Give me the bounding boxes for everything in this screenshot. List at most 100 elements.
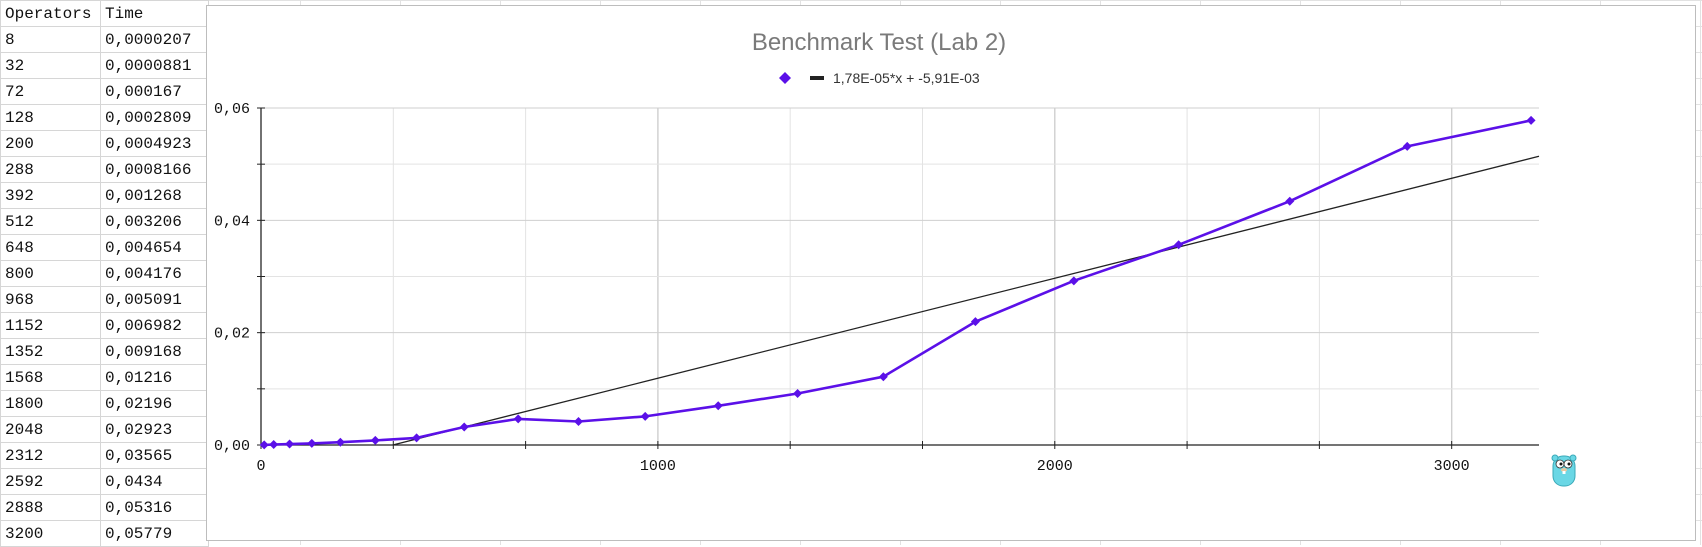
legend-trendline-swatch <box>810 76 824 80</box>
table-row: 392 0,001268 <box>0 182 209 209</box>
cell-operators[interactable]: 1352 <box>0 338 101 365</box>
table-row: 800 0,004176 <box>0 260 209 287</box>
cell-operators[interactable]: 2888 <box>0 494 101 521</box>
y-tick-label: 0,04 <box>214 213 250 230</box>
x-tick-label: 3000 <box>1434 458 1470 475</box>
table-row: 2592 0,0434 <box>0 468 209 495</box>
cell-operators[interactable]: 8 <box>0 26 101 53</box>
data-point[interactable] <box>412 433 422 443</box>
header-operators[interactable]: Operators <box>0 0 101 27</box>
cell-operators[interactable]: 968 <box>0 286 101 313</box>
y-tick-label: 0,00 <box>214 438 250 455</box>
cell-operators[interactable]: 1152 <box>0 312 101 339</box>
table-row: 3200 0,05779 <box>0 520 209 547</box>
cell-operators[interactable]: 2048 <box>0 416 101 443</box>
cell-time[interactable]: 0,004654 <box>100 234 209 261</box>
cell-operators[interactable]: 128 <box>0 104 101 131</box>
data-point[interactable] <box>793 389 803 399</box>
data-point[interactable] <box>459 422 469 432</box>
data-point[interactable] <box>970 317 980 327</box>
cell-time[interactable]: 0,001268 <box>100 182 209 209</box>
x-tick-label: 1000 <box>640 458 676 475</box>
cell-time[interactable]: 0,000167 <box>100 78 209 105</box>
legend-trendline-label: 1,78E-05*x + -5,91E-03 <box>833 70 980 86</box>
data-point[interactable] <box>1526 115 1536 125</box>
data-point[interactable] <box>574 417 584 427</box>
table-row: 512 0,003206 <box>0 208 209 235</box>
table-row: 288 0,0008166 <box>0 156 209 183</box>
cell-time[interactable]: 0,0000881 <box>100 52 209 79</box>
data-point[interactable] <box>285 439 295 449</box>
cell-operators[interactable]: 32 <box>0 52 101 79</box>
data-point[interactable] <box>269 440 279 450</box>
cell-operators[interactable]: 288 <box>0 156 101 183</box>
table-row: 648 0,004654 <box>0 234 209 261</box>
x-tick-label: 0 <box>256 458 265 475</box>
chart-frame[interactable]: 0 1000 2000 3000 0,00 0,02 0,04 0,06 Benchmark T… <box>206 5 1696 541</box>
data-point[interactable] <box>513 414 523 424</box>
data-point[interactable] <box>640 411 650 421</box>
data-point[interactable] <box>259 440 269 450</box>
cell-time[interactable]: 0,0008166 <box>100 156 209 183</box>
cell-operators[interactable]: 3200 <box>0 520 101 547</box>
header-time[interactable]: Time <box>100 0 209 27</box>
cell-time[interactable]: 0,004176 <box>100 260 209 287</box>
data-point[interactable] <box>1069 276 1079 286</box>
table-row: 2048 0,02923 <box>0 416 209 443</box>
trendline <box>392 155 1540 446</box>
data-point[interactable] <box>1174 240 1184 250</box>
cell-operators[interactable]: 2312 <box>0 442 101 469</box>
cell-time[interactable]: 0,0000207 <box>100 26 209 53</box>
table-row: 1152 0,006982 <box>0 312 209 339</box>
series-line <box>264 119 1532 447</box>
data-point[interactable] <box>370 435 380 445</box>
cell-time[interactable]: 0,03565 <box>100 442 209 469</box>
cell-operators[interactable]: 648 <box>0 234 101 261</box>
table-row: 1568 0,01216 <box>0 364 209 391</box>
table-row: 1352 0,009168 <box>0 338 209 365</box>
cell-operators[interactable]: 72 <box>0 78 101 105</box>
y-tick-label: 0,06 <box>214 101 250 118</box>
table-row: 2888 0,05316 <box>0 494 209 521</box>
table-row: 2312 0,03565 <box>0 442 209 469</box>
cell-operators[interactable]: 392 <box>0 182 101 209</box>
cell-time[interactable]: 0,006982 <box>100 312 209 339</box>
data-point[interactable] <box>1402 141 1412 151</box>
cell-operators[interactable]: 512 <box>0 208 101 235</box>
cell-operators[interactable]: 2592 <box>0 468 101 495</box>
table-row: 72 0,000167 <box>0 78 209 105</box>
cell-time[interactable]: 0,05779 <box>100 520 209 547</box>
data-point[interactable] <box>878 372 888 382</box>
cell-time[interactable]: 0,009168 <box>100 338 209 365</box>
data-point[interactable] <box>713 401 723 411</box>
benchmark-chart: 0 1000 2000 3000 0,00 0,02 0,04 0,06 Benchmark T… <box>214 29 1577 487</box>
cell-time[interactable]: 0,05316 <box>100 494 209 521</box>
cell-time[interactable]: 0,003206 <box>100 208 209 235</box>
cell-time[interactable]: 0,02196 <box>100 390 209 417</box>
table-row: 32 0,0000881 <box>0 52 209 79</box>
legend-series-marker <box>779 72 791 84</box>
cell-time[interactable]: 0,02923 <box>100 416 209 443</box>
data-table: Operators Time 8 0,0000207 32 0,0000881 72 0,… <box>0 0 209 547</box>
cell-time[interactable]: 0,01216 <box>100 364 209 391</box>
x-tick-label: 2000 <box>1037 458 1073 475</box>
cell-operators[interactable]: 800 <box>0 260 101 287</box>
cell-operators[interactable]: 1800 <box>0 390 101 417</box>
data-point[interactable] <box>1285 196 1295 206</box>
table-header-row: Operators Time <box>0 0 209 27</box>
data-point[interactable] <box>335 437 345 447</box>
cell-time[interactable]: 0,0002809 <box>100 104 209 131</box>
cell-operators[interactable]: 200 <box>0 130 101 157</box>
table-row: 200 0,0004923 <box>0 130 209 157</box>
y-tick-label: 0,02 <box>214 326 250 343</box>
table-row: 8 0,0000207 <box>0 26 209 53</box>
cell-time[interactable]: 0,005091 <box>100 286 209 313</box>
chart-title: Benchmark Test (Lab 2) <box>752 29 1006 56</box>
table-row: 968 0,005091 <box>0 286 209 313</box>
cell-operators[interactable]: 1568 <box>0 364 101 391</box>
table-row: 1800 0,02196 <box>0 390 209 417</box>
cell-time[interactable]: 0,0434 <box>100 468 209 495</box>
cell-time[interactable]: 0,0004923 <box>100 130 209 157</box>
gopher-mascot-icon <box>1551 454 1577 487</box>
data-point[interactable] <box>307 438 317 448</box>
